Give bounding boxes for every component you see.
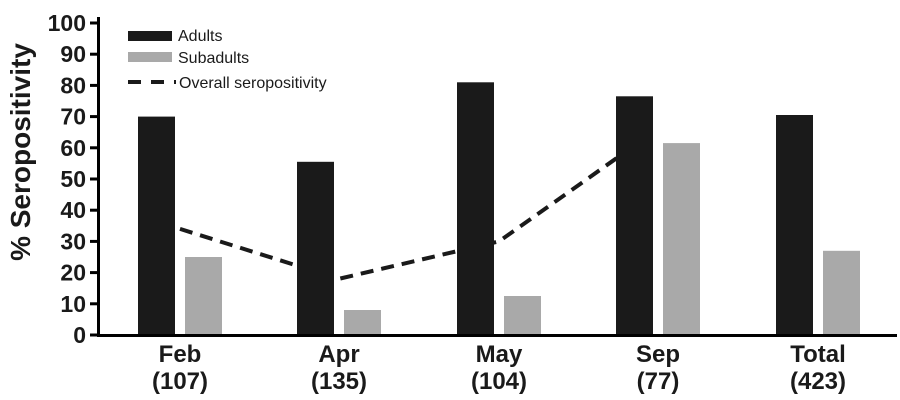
x-sample-size-feb: (107) bbox=[152, 368, 208, 395]
bar-subadults-apr bbox=[344, 310, 381, 335]
y-tick-label: 20 bbox=[60, 260, 86, 286]
y-tick bbox=[90, 302, 97, 306]
y-axis-spine bbox=[97, 17, 100, 335]
y-tick bbox=[90, 83, 97, 87]
y-tick-label: 10 bbox=[60, 291, 86, 317]
axis-layer bbox=[90, 17, 897, 337]
bar-subadults-total bbox=[823, 250, 860, 335]
y-tick-label: 100 bbox=[48, 10, 86, 36]
y-tick-label: 30 bbox=[60, 228, 86, 254]
bar-adults-sep bbox=[616, 96, 653, 335]
y-tick-label: 70 bbox=[60, 104, 86, 130]
legend: Adults Subadults Overall seropositivity bbox=[128, 28, 327, 92]
y-tick-label: 40 bbox=[60, 197, 86, 223]
x-axis-spine bbox=[97, 334, 897, 337]
x-sample-size-total: (423) bbox=[790, 368, 846, 395]
y-tick bbox=[90, 52, 97, 56]
y-tick bbox=[90, 239, 97, 243]
bar-adults-feb bbox=[138, 116, 175, 335]
legend-swatch-adults bbox=[128, 31, 172, 41]
bar-subadults-sep bbox=[663, 143, 700, 335]
bar-subadults-may bbox=[504, 296, 541, 335]
axis-label-layer: 0 10 20 30 40 50 60 70 80 90 100 Feb(107) Apr(135) Ma… bbox=[48, 10, 846, 395]
x-sample-size-sep: (77) bbox=[637, 368, 680, 395]
y-tick bbox=[90, 177, 97, 181]
y-tick bbox=[90, 115, 97, 119]
bar-layer bbox=[138, 82, 860, 335]
y-tick-label: 60 bbox=[60, 135, 86, 161]
y-tick-label: 50 bbox=[60, 166, 86, 192]
legend-label-overall: Overall seropositivity bbox=[179, 75, 327, 92]
x-label-total: Total bbox=[790, 341, 846, 368]
overall-seropositivity-line bbox=[179, 139, 642, 281]
y-tick bbox=[90, 21, 97, 25]
y-tick bbox=[90, 146, 97, 150]
bar-adults-apr bbox=[297, 161, 334, 335]
y-tick bbox=[90, 333, 97, 337]
y-tick-label: 0 bbox=[73, 322, 86, 348]
y-axis-title: % Seropositivity bbox=[5, 43, 36, 261]
bar-subadults-feb bbox=[185, 257, 222, 335]
x-label-apr: Apr bbox=[318, 341, 359, 368]
bar-adults-may bbox=[457, 82, 494, 335]
x-label-may: May bbox=[476, 341, 523, 368]
y-tick bbox=[90, 271, 97, 275]
legend-label-adults: Adults bbox=[178, 28, 222, 45]
bar-adults-total bbox=[776, 115, 813, 335]
y-tick-label: 80 bbox=[60, 72, 86, 98]
x-sample-size-apr: (135) bbox=[311, 368, 367, 395]
overall-line-layer bbox=[179, 139, 642, 281]
x-label-feb: Feb bbox=[159, 341, 202, 368]
legend-label-subadults: Subadults bbox=[178, 50, 249, 67]
x-label-sep: Sep bbox=[636, 341, 680, 368]
y-tick-label: 90 bbox=[60, 41, 86, 67]
x-sample-size-may: (104) bbox=[471, 368, 527, 395]
legend-swatch-subadults bbox=[128, 52, 172, 62]
y-tick bbox=[90, 208, 97, 212]
